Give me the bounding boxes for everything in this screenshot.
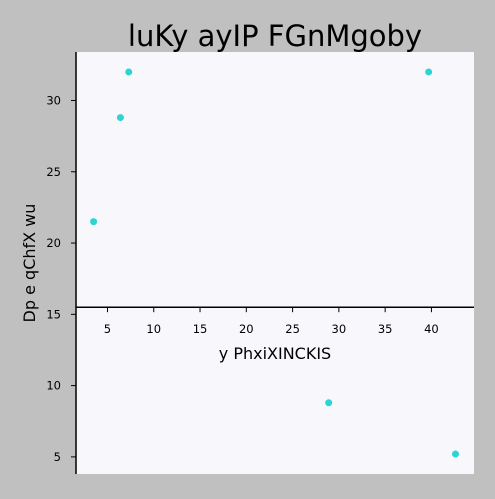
data-point — [125, 68, 133, 76]
data-point — [325, 399, 333, 407]
data-point — [425, 68, 433, 76]
x-tick-label: 40 — [424, 322, 439, 336]
data-point — [116, 114, 124, 122]
x-tick-label: 10 — [146, 322, 161, 336]
x-tick-label: 35 — [378, 322, 393, 336]
data-point — [451, 450, 459, 458]
y-tick-label: 30 — [46, 93, 61, 107]
y-axis-ticks: 5 10 15 20 25 30 — [46, 93, 76, 464]
y-tick-label: 5 — [54, 450, 61, 464]
x-tick-label: 30 — [332, 322, 347, 336]
chart-title: luKy ayIP FGnMgoby — [128, 19, 422, 53]
y-axis-label: Dp e qChfX wu — [20, 204, 39, 323]
y-tick-label: 25 — [46, 165, 61, 179]
y-tick-label: 20 — [46, 236, 61, 250]
data-point — [90, 218, 98, 226]
x-tick-label: 25 — [285, 322, 300, 336]
y-tick-label: 15 — [46, 307, 61, 321]
x-tick-label: 20 — [239, 322, 254, 336]
data-points — [90, 68, 459, 458]
x-axis-ticks: 5 10 15 20 25 30 35 40 — [104, 307, 439, 336]
y-tick-label: 10 — [46, 379, 61, 393]
x-tick-label: 15 — [193, 322, 208, 336]
x-axis-label: y PhxiXINCKIS — [219, 344, 331, 363]
x-tick-label: 5 — [104, 322, 111, 336]
plot-area — [76, 52, 474, 474]
